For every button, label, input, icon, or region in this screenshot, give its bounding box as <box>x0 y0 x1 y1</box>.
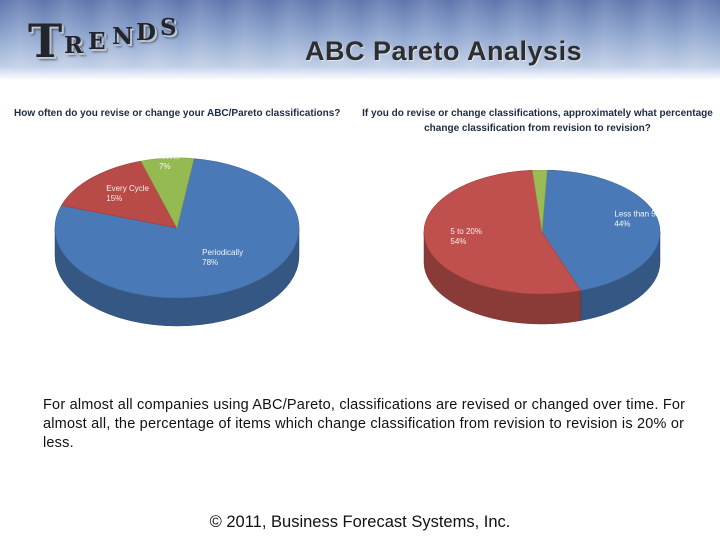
logo-letter: N <box>112 23 134 50</box>
pie-slice-label: Less than 5% <box>614 209 662 218</box>
pie-slice-value-label: 78% <box>202 258 218 267</box>
logo-letter: R <box>64 32 84 59</box>
copyright-footer: © 2011, Business Forecast Systems, Inc. <box>209 513 511 531</box>
logo-letter: T <box>28 14 63 68</box>
pie-slice-value-label: 15% <box>106 194 122 203</box>
pie-slice-label: 5 to 20% <box>450 227 482 236</box>
pie-slice-value-label: 44% <box>614 219 630 228</box>
pie-slice-label: Periodically <box>202 248 243 257</box>
pie-slice-value-label: 7% <box>159 162 171 171</box>
pie-slice <box>531 170 548 233</box>
page-title: ABC Pareto Analysis <box>305 36 583 66</box>
pie-slice <box>61 160 178 229</box>
logo-letter: S <box>160 14 177 41</box>
summary-text: For almost all companies using ABC/Paret… <box>43 397 686 451</box>
pie-slice-label: Never <box>159 152 181 161</box>
chart2-question: If you do revise or change classificatio… <box>362 108 713 134</box>
header-light-bands <box>0 0 720 80</box>
pie-slice-label: Every Cycle <box>106 184 149 193</box>
logo-letter: D <box>136 19 156 46</box>
header-stripe <box>0 68 720 80</box>
pie-slice <box>541 170 661 291</box>
pie-chart-percentage-change: Less than 5%44%5 to 20%54%21 to 50%2% <box>423 170 663 325</box>
pie-slice-value-label: 54% <box>450 237 466 246</box>
chart1-question: How often do you revise or change your A… <box>14 108 341 119</box>
pie-slice <box>423 170 582 295</box>
pie-slice <box>140 157 195 229</box>
logo-letter: E <box>88 28 106 55</box>
